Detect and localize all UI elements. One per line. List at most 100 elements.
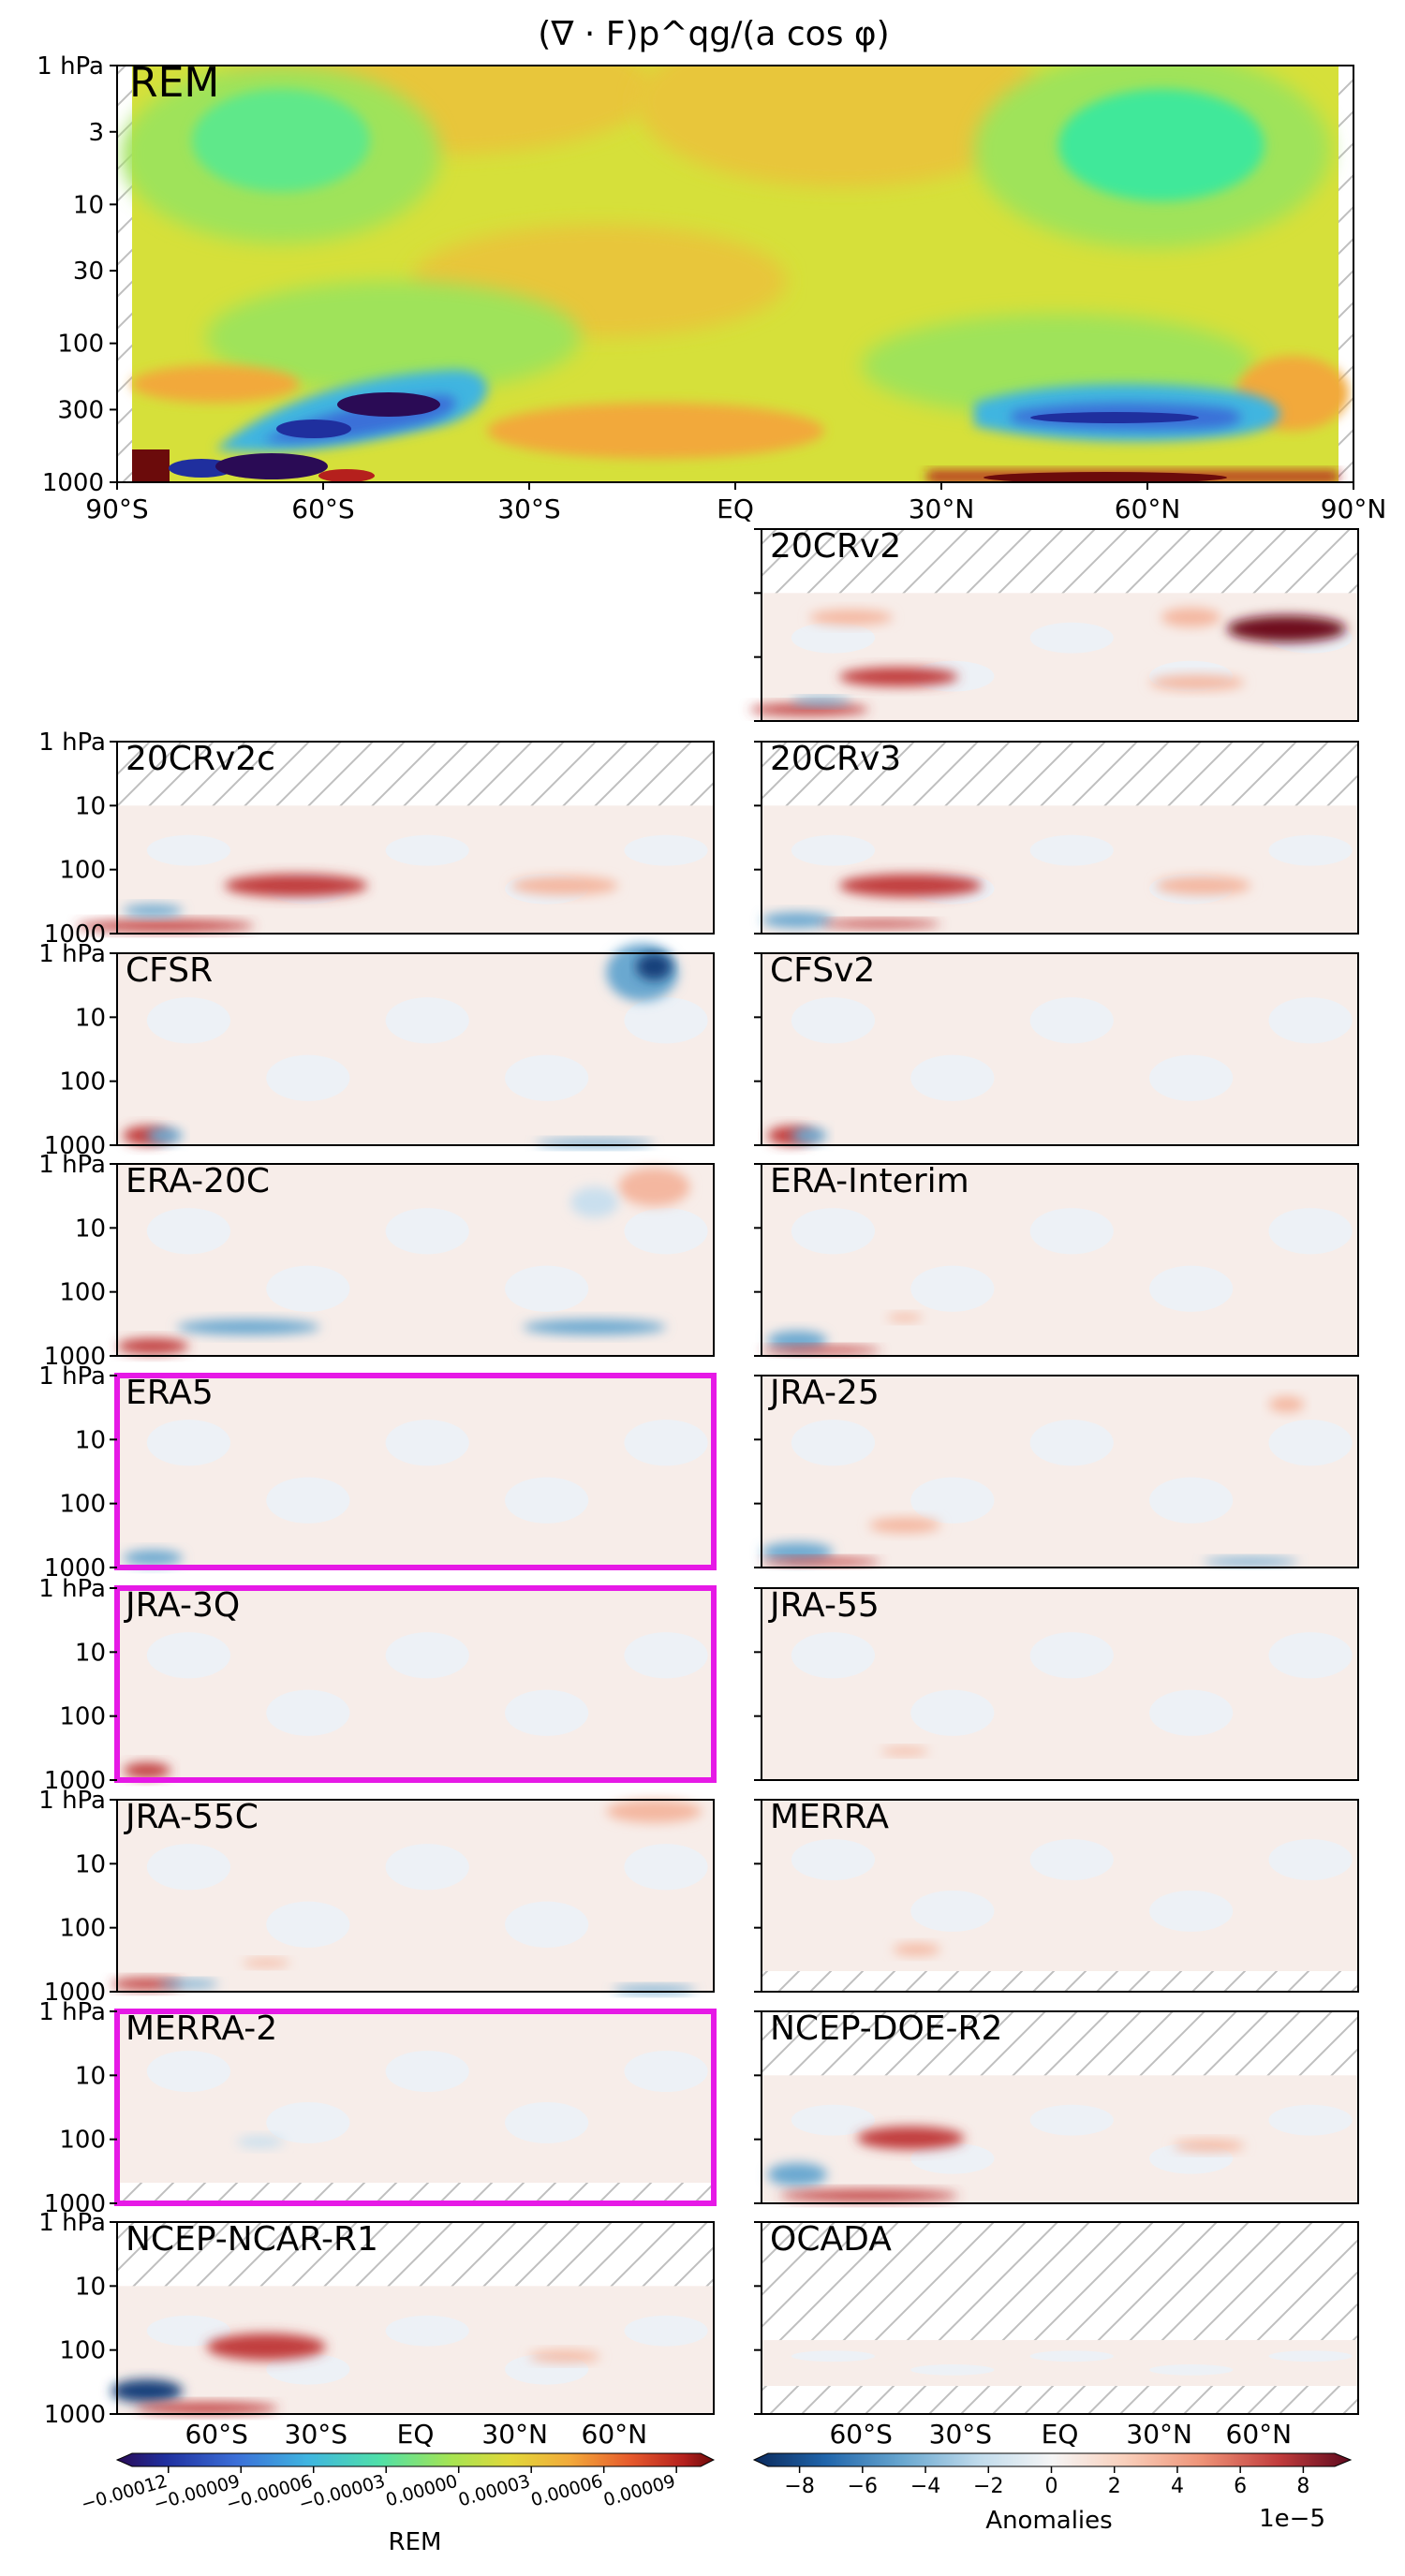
panel-label: ERA-20C bbox=[126, 1162, 270, 1200]
panel-field-base bbox=[117, 1376, 714, 1568]
main-x-tick-label: EQ bbox=[717, 493, 754, 524]
panel-field-anomaly bbox=[762, 912, 834, 928]
panel-field-patch bbox=[385, 1844, 469, 1891]
panel-field-patch bbox=[791, 1420, 876, 1466]
panel-jra-3q: JRA-3Q 1 hPa 10 100 1000 bbox=[38, 1575, 717, 1795]
panel-jra-55: JRA-55 bbox=[754, 1586, 1359, 1781]
panel-label: 20CRv3 bbox=[770, 740, 901, 778]
panel-y-tick-label: 100 bbox=[59, 1915, 106, 1943]
panel-y-tick-label: 100 bbox=[59, 1703, 106, 1731]
panel-field-patch bbox=[266, 1265, 350, 1312]
panel-field-patch bbox=[910, 1054, 995, 1101]
panel-field-anomaly bbox=[791, 698, 851, 706]
colorbar-anomalies-label: Anomalies bbox=[985, 2507, 1112, 2535]
panel-y-tick-label: 10 bbox=[75, 1426, 106, 1454]
panel-jra-55c: JRA-55C 1 hPa 10 100 1000 bbox=[38, 1787, 715, 2007]
panel-field-base bbox=[117, 1588, 714, 1780]
panel-label: 20CRv2c bbox=[126, 740, 275, 778]
main-x-tick-label: 60°N bbox=[1115, 493, 1181, 524]
panel-frame bbox=[761, 1163, 1359, 1357]
panel-frame bbox=[761, 1587, 1359, 1781]
panel-field-patch bbox=[624, 2051, 708, 2093]
panel-frame bbox=[116, 1163, 715, 1357]
panel-label: JRA-55C bbox=[124, 1798, 259, 1836]
panel-y-tick-label: 1000 bbox=[44, 920, 106, 949]
panel-field-anomaly bbox=[636, 953, 673, 980]
panel-field-anomaly bbox=[1268, 1396, 1305, 1412]
main-field-green2-nh bbox=[1058, 89, 1264, 201]
panel-field-anomaly bbox=[893, 1943, 941, 1956]
panel-field-anomaly bbox=[206, 2333, 326, 2361]
panel-merra-2: MERRA-2 1 hPa 10 100 1000 bbox=[38, 1998, 717, 2218]
panel-field-patch bbox=[1149, 1890, 1234, 1932]
panel-field-patch bbox=[146, 1420, 231, 1466]
panel-20crv2: 20CRv2 bbox=[749, 527, 1359, 722]
panel-y-tick-label: 10 bbox=[75, 1004, 106, 1032]
panel-field-patch bbox=[385, 1632, 469, 1679]
panel-field-patch bbox=[910, 1890, 995, 1932]
colorbar-anomalies-bar bbox=[752, 2452, 1353, 2467]
panel-y-tick-label: 100 bbox=[59, 2337, 106, 2365]
panel-field-patch bbox=[1149, 1054, 1234, 1101]
bottom-x-tick-label: 30°N bbox=[481, 2419, 548, 2450]
panel-field-base bbox=[762, 805, 1358, 934]
panel-y-tick-label: 1000 bbox=[44, 1979, 106, 2007]
panel-field-anomaly bbox=[618, 1168, 690, 1207]
panel-field-patch bbox=[1149, 1689, 1234, 1736]
colorbar-anomalies-tick-label: 4 bbox=[1171, 2475, 1184, 2498]
panel-field-patch bbox=[791, 834, 876, 866]
panel-field-patch bbox=[1029, 1420, 1114, 1466]
main-field-sfc-nh-dark bbox=[984, 472, 1227, 482]
main-x-tick-label: 90°N bbox=[1321, 493, 1387, 524]
panel-field-anomaly bbox=[123, 1550, 184, 1566]
panel-y-tick-label: 1 hPa bbox=[38, 1362, 106, 1391]
panel-20crv2c: 20CRv2c 1 hPa 10 100 1000 bbox=[38, 729, 715, 949]
panel-field-base bbox=[762, 1800, 1358, 1971]
panel-field-base bbox=[117, 2286, 714, 2414]
panel-label: JRA-55 bbox=[768, 1586, 880, 1625]
panel-y-tick-label: 10 bbox=[75, 1639, 106, 1667]
main-field-orange-top-right bbox=[637, 66, 1049, 187]
panel-field-patch bbox=[385, 1420, 469, 1466]
panel-field-patch bbox=[624, 1632, 708, 1679]
panel-era-20c: ERA-20C 1 hPa 10 100 1000 bbox=[38, 1151, 715, 1371]
main-field-orange-300-sh bbox=[131, 365, 300, 403]
panel-cfsv2: CFSv2 bbox=[754, 951, 1359, 1146]
colorbar-anomalies: −8 −6 −4 −2 0 2 4 6 8 Anomalies 1e−5 bbox=[752, 2452, 1353, 2535]
panel-field-patch bbox=[1149, 1477, 1234, 1524]
panel-label: MERRA bbox=[770, 1798, 889, 1836]
panel-field-patch bbox=[146, 2315, 231, 2347]
panel-field-patch bbox=[910, 1689, 995, 1736]
panel-field-patch bbox=[624, 1208, 708, 1255]
main-panel-field bbox=[122, 66, 1349, 482]
panel-field-anomaly bbox=[111, 1978, 184, 1990]
panel-field-patch bbox=[791, 2104, 876, 2136]
panel-label: JRA-25 bbox=[768, 1374, 880, 1412]
main-field-sh-neg-core bbox=[337, 392, 440, 417]
panel-field-patch bbox=[266, 1054, 350, 1101]
bottom-x-tick-label: 30°S bbox=[285, 2419, 348, 2450]
panel-field-patch bbox=[266, 1477, 350, 1524]
panel-field-anomaly bbox=[779, 2189, 959, 2201]
panel-frame bbox=[761, 741, 1359, 935]
panel-y-tick-label: 100 bbox=[59, 1491, 106, 1519]
main-x-tick-label: 60°S bbox=[291, 493, 354, 524]
panel-y-tick-label: 1000 bbox=[44, 2190, 106, 2218]
panel-label: 20CRv2 bbox=[770, 527, 901, 566]
panel-field-patch bbox=[1029, 2350, 1114, 2363]
panel-field-patch bbox=[791, 622, 876, 654]
panel-highlight-frame bbox=[114, 1373, 717, 1570]
panel-frame bbox=[116, 952, 715, 1146]
bottom-x-tick-label: 60°S bbox=[185, 2419, 247, 2450]
panel-field-patch bbox=[1029, 997, 1114, 1044]
panel-label: MERRA-2 bbox=[126, 2009, 277, 2048]
panel-field-patch bbox=[146, 1844, 231, 1891]
panel-field-anomaly bbox=[1203, 1557, 1299, 1566]
panel-y-tick-label: 10 bbox=[75, 1850, 106, 1878]
panel-field-anomaly bbox=[762, 1346, 881, 1354]
panel-field-anomaly bbox=[224, 874, 368, 898]
panel-ocada: OCADA bbox=[754, 2220, 1359, 2415]
panel-field-patch bbox=[1268, 1208, 1353, 1255]
main-y-tick-label: 100 bbox=[57, 331, 104, 359]
